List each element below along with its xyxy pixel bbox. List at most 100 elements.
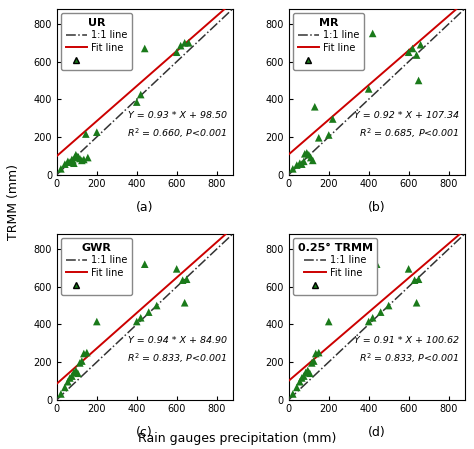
Point <box>293 162 301 169</box>
Point <box>145 308 153 316</box>
Point <box>74 153 82 160</box>
Point <box>369 314 376 321</box>
Point <box>153 302 161 309</box>
Point <box>137 314 145 321</box>
Point <box>415 276 422 283</box>
Point <box>70 369 78 376</box>
Point <box>68 373 76 380</box>
Point <box>365 85 373 92</box>
Point <box>309 157 317 164</box>
Point <box>74 370 82 377</box>
Point <box>301 150 309 158</box>
Point <box>373 260 381 268</box>
Point <box>303 149 310 156</box>
Point <box>289 390 297 397</box>
Point <box>64 378 72 385</box>
Point <box>177 42 184 49</box>
Text: TRMM (mm): TRMM (mm) <box>7 164 20 240</box>
Point <box>133 318 140 325</box>
Text: $R^2$ = 0.833, $P$<0.001: $R^2$ = 0.833, $P$<0.001 <box>127 351 228 365</box>
Point <box>76 359 83 366</box>
Text: $R^2$ = 0.685, $P$<0.001: $R^2$ = 0.685, $P$<0.001 <box>359 126 459 140</box>
Point <box>385 302 392 309</box>
Point <box>185 39 192 46</box>
Text: Y = 0.91 * X + 100.62: Y = 0.91 * X + 100.62 <box>354 336 459 345</box>
Point <box>57 165 64 172</box>
Point <box>76 155 83 162</box>
Point <box>78 157 86 164</box>
Point <box>57 390 64 397</box>
Point <box>296 378 303 385</box>
Point <box>61 161 69 168</box>
Point <box>325 132 333 139</box>
Point <box>300 373 308 380</box>
Text: Y = 0.92 * X + 107.34: Y = 0.92 * X + 107.34 <box>354 111 459 120</box>
Point <box>311 103 319 110</box>
Point <box>289 165 297 172</box>
Point <box>306 370 314 377</box>
Point <box>84 154 91 161</box>
Point <box>82 131 90 138</box>
Point <box>70 160 78 167</box>
Point <box>93 128 100 136</box>
Text: (d): (d) <box>368 426 385 439</box>
Point <box>181 39 189 46</box>
Point <box>80 350 88 357</box>
Point <box>300 158 308 165</box>
Point <box>298 374 306 382</box>
Point <box>71 154 79 161</box>
Text: (b): (b) <box>368 201 385 214</box>
Point <box>308 359 316 366</box>
Point <box>72 151 80 158</box>
Point <box>80 156 88 163</box>
Point <box>296 160 303 167</box>
Point <box>315 134 322 141</box>
Point <box>325 318 333 325</box>
Point <box>305 151 312 158</box>
Point <box>405 265 412 273</box>
Point <box>307 154 315 161</box>
Point <box>93 318 100 325</box>
Text: Rain gauges precipitation (mm): Rain gauges precipitation (mm) <box>138 431 336 445</box>
Point <box>365 318 373 325</box>
Point <box>141 45 148 52</box>
Point <box>411 277 419 284</box>
Point <box>298 161 306 168</box>
Point <box>405 48 412 56</box>
Text: (c): (c) <box>137 426 153 439</box>
Point <box>304 367 311 374</box>
Point <box>302 369 310 376</box>
Text: Y = 0.93 * X + 98.50: Y = 0.93 * X + 98.50 <box>128 111 228 120</box>
Text: $R^2$ = 0.660, $P$<0.001: $R^2$ = 0.660, $P$<0.001 <box>127 126 228 140</box>
Point <box>68 156 76 163</box>
Text: Y = 0.94 * X + 84.90: Y = 0.94 * X + 84.90 <box>128 336 228 345</box>
Point <box>183 276 191 283</box>
Point <box>141 260 148 268</box>
Point <box>179 277 186 284</box>
Point <box>413 299 420 306</box>
Point <box>369 30 376 37</box>
Point <box>293 384 301 391</box>
Point <box>377 308 384 316</box>
Point <box>66 374 73 382</box>
Point <box>69 157 77 164</box>
Point <box>72 367 80 374</box>
Text: (a): (a) <box>136 201 154 214</box>
Point <box>66 158 73 166</box>
Legend: 1:1 line, Fit line, : 1:1 line, Fit line, <box>293 13 364 70</box>
Point <box>173 265 181 273</box>
Point <box>133 98 140 106</box>
Point <box>310 357 318 365</box>
Legend: 1:1 line, Fit line, : 1:1 line, Fit line, <box>61 13 132 70</box>
Legend: 1:1 line, Fit line, : 1:1 line, Fit line, <box>61 238 132 295</box>
Text: $R^2$ = 0.833, $P$<0.001: $R^2$ = 0.833, $P$<0.001 <box>359 351 459 365</box>
Point <box>315 349 322 356</box>
Point <box>78 357 86 365</box>
Legend: 1:1 line, Fit line, : 1:1 line, Fit line, <box>293 238 377 295</box>
Point <box>413 52 420 59</box>
Point <box>173 48 181 56</box>
Point <box>61 384 69 391</box>
Point <box>417 41 424 48</box>
Point <box>415 77 422 84</box>
Point <box>312 350 319 357</box>
